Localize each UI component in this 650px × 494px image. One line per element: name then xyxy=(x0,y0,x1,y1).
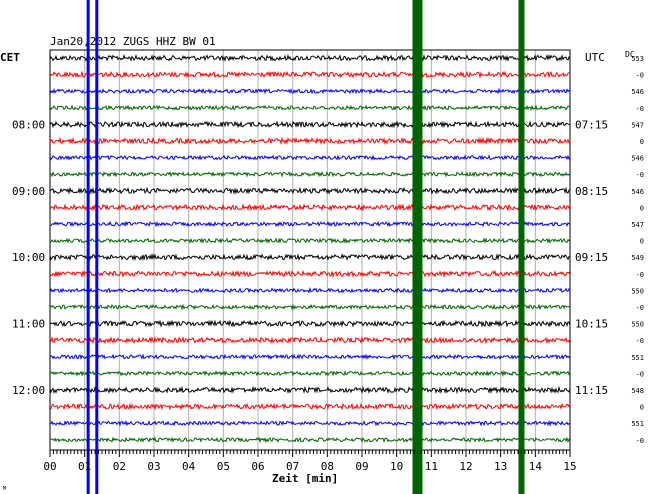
dc-value-label: -0 xyxy=(636,304,644,312)
seismic-trace xyxy=(49,436,571,444)
footer-mark: M xyxy=(3,486,6,492)
seismic-trace xyxy=(49,402,571,411)
seismic-trace xyxy=(50,220,571,228)
x-axis: 00 01 02 03 04 05 06 07 08 09 10 11 12 13 14 15 xyxy=(43,450,577,473)
left-time-label: 12:00 xyxy=(12,384,45,397)
dc-value-label: 548 xyxy=(631,387,644,395)
seismic-trace xyxy=(49,385,571,395)
x-tick-label: 09 xyxy=(355,460,368,473)
seismic-trace xyxy=(49,369,571,378)
left-time-label: 11:00 xyxy=(12,318,45,331)
seismic-trace xyxy=(49,154,571,161)
chart-title: Jan20,2012 ZUGS HHZ BW 01 xyxy=(50,35,216,48)
seismic-trace xyxy=(49,335,571,345)
x-tick-label: 04 xyxy=(182,460,196,473)
grid-layer xyxy=(49,49,571,451)
dc-value-label: 546 xyxy=(631,155,644,163)
seismic-trace xyxy=(49,353,571,361)
x-tick-label: 07 xyxy=(286,460,299,473)
seismic-trace xyxy=(49,203,571,212)
dc-value-label: 550 xyxy=(631,321,644,329)
dc-value-label: 0 xyxy=(640,138,644,146)
x-tick-label: 02 xyxy=(113,460,126,473)
event-marker xyxy=(86,0,90,494)
right-time-label: 09:15 xyxy=(575,251,608,264)
x-tick-label: 12 xyxy=(459,460,472,473)
left-time-label: 09:00 xyxy=(12,185,45,198)
dc-value-label: 546 xyxy=(631,188,644,196)
dc-value-label: -0 xyxy=(636,72,644,80)
left-timezone-label: CET xyxy=(0,51,20,64)
seismic-trace xyxy=(49,286,571,294)
dc-value-label: 553 xyxy=(631,55,644,63)
seismic-trace xyxy=(49,303,571,311)
dc-value-label: 0 xyxy=(640,204,644,212)
right-time-label: 07:15 xyxy=(575,118,608,131)
seismic-trace xyxy=(49,120,571,129)
dc-value-label: -0 xyxy=(636,171,644,179)
left-time-label: 10:00 xyxy=(12,251,45,264)
seismic-trace xyxy=(49,87,571,95)
dc-value-label: -0 xyxy=(636,370,644,378)
left-time-label: 08:00 xyxy=(12,118,45,131)
x-tick-label: 15 xyxy=(563,460,576,473)
x-tick-label: 05 xyxy=(217,460,230,473)
x-tick-label: 08 xyxy=(321,460,334,473)
seismic-trace xyxy=(49,237,571,244)
seismic-trace xyxy=(49,104,571,111)
dc-value-label: 549 xyxy=(631,254,644,262)
right-time-label: 10:15 xyxy=(575,318,608,331)
traces-layer xyxy=(49,53,571,444)
time-labels: 08:00 09:00 10:00 11:00 12:00 07:15 08:15 09:15… xyxy=(12,55,644,445)
seismic-trace xyxy=(49,419,571,427)
seismic-trace xyxy=(49,252,571,262)
dc-header-label: DC xyxy=(625,50,635,59)
dc-value-label: -0 xyxy=(636,105,644,113)
dc-value-label: 547 xyxy=(631,121,644,129)
x-tick-label: 03 xyxy=(147,460,160,473)
seismic-trace xyxy=(49,170,571,178)
seismic-trace xyxy=(49,186,571,195)
event-marker xyxy=(95,0,99,494)
x-tick-label: 13 xyxy=(494,460,507,473)
seismic-trace xyxy=(49,269,571,279)
dc-value-label: -0 xyxy=(636,271,644,279)
events-layer xyxy=(86,0,525,494)
seismic-trace xyxy=(49,136,571,146)
dc-value-label: 546 xyxy=(631,88,644,96)
dc-value-label: -0 xyxy=(636,337,644,345)
dc-value-label: -0 xyxy=(636,437,644,445)
seismic-trace xyxy=(49,53,571,63)
dc-value-label: 0 xyxy=(640,404,644,412)
x-tick-label: 14 xyxy=(529,460,543,473)
seismic-trace xyxy=(49,319,571,328)
dc-value-label: 551 xyxy=(631,420,644,428)
event-marker xyxy=(412,0,423,494)
x-tick-label: 01 xyxy=(78,460,91,473)
x-tick-label: 06 xyxy=(251,460,264,473)
x-axis-label: Zeit [min] xyxy=(272,472,338,485)
event-marker xyxy=(518,0,525,494)
right-timezone-label: UTC xyxy=(585,51,605,64)
dc-value-label: 551 xyxy=(631,354,644,362)
right-time-label: 11:15 xyxy=(575,384,608,397)
seismic-trace xyxy=(49,70,571,79)
right-time-label: 08:15 xyxy=(575,185,608,198)
x-tick-label: 10 xyxy=(390,460,403,473)
dc-value-label: 547 xyxy=(631,221,644,229)
dc-value-label: 0 xyxy=(640,238,644,246)
x-tick-label: 11 xyxy=(425,460,438,473)
x-tick-label: 00 xyxy=(43,460,56,473)
dc-value-label: 550 xyxy=(631,287,644,295)
